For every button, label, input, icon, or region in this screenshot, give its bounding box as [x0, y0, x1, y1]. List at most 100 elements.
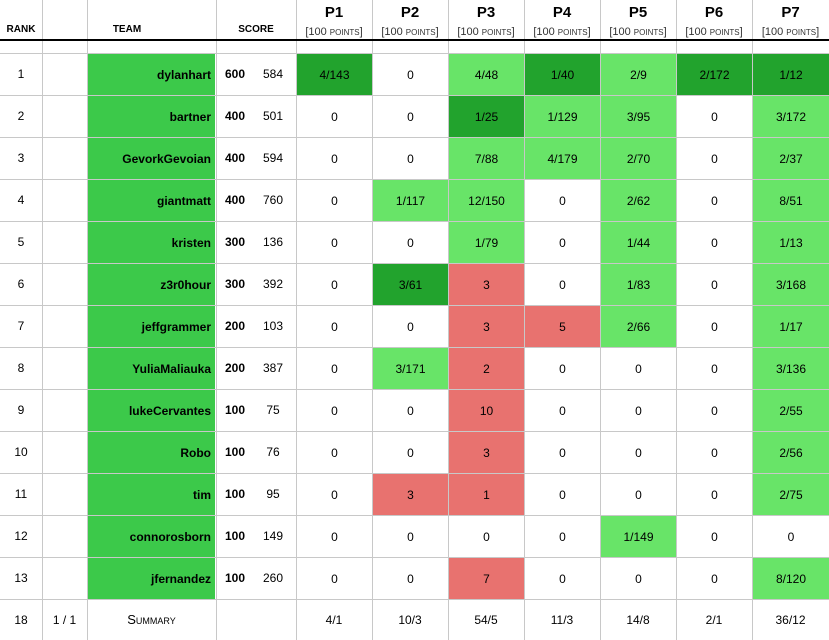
problem-cell: 0 [373, 390, 448, 431]
problem-cell: 0 [297, 348, 372, 389]
problem-cell: 0 [677, 432, 752, 473]
score-time: 103 [262, 319, 284, 333]
score-time: 501 [262, 109, 284, 123]
problem-points: [100 points] [533, 26, 591, 38]
rank: 3 [17, 151, 25, 165]
score-time: 95 [266, 487, 280, 501]
score-time: 594 [262, 151, 284, 165]
problem-cell: 2/9 [601, 54, 676, 95]
problem-cell: 1/25 [449, 96, 524, 137]
problem-cell: 0 [601, 348, 676, 389]
rank: 2 [17, 109, 25, 123]
problem-cell: 2/70 [601, 138, 676, 179]
problem-cell: 0 [373, 432, 448, 473]
problem-cell: 0 [297, 390, 372, 431]
grid-line [0, 515, 829, 516]
grid-line [0, 305, 829, 306]
problem-cell: 8/51 [753, 180, 829, 221]
problem-cell: 0 [373, 222, 448, 263]
problem-cell: 3/136 [753, 348, 829, 389]
problem-name: P4 [552, 3, 572, 21]
team-name: giantmatt [88, 180, 215, 221]
problem-cell: 1/83 [601, 264, 676, 305]
problem-cell: 1/40 [525, 54, 600, 95]
team-name: lukeCervantes [88, 390, 215, 431]
problem-cell: 0 [601, 558, 676, 599]
problem-cell: 1/12 [753, 54, 829, 95]
problem-cell: 0 [677, 348, 752, 389]
problem-cell: 2/37 [753, 138, 829, 179]
rank: 9 [17, 403, 25, 417]
problem-cell: 0 [677, 96, 752, 137]
score-points: 200 [224, 361, 246, 375]
score-header: SCORE [238, 23, 274, 35]
problem-name: P7 [781, 3, 800, 21]
problem-name: P6 [704, 3, 724, 21]
problem-points: [100 points] [381, 26, 439, 38]
summary-label: Summary [127, 612, 176, 627]
problem-cell: 0 [525, 390, 600, 431]
score-time: 392 [262, 277, 284, 291]
score-points: 100 [224, 529, 246, 543]
problem-name: P5 [628, 3, 648, 21]
team-name: tim [88, 474, 215, 515]
summary-cell: 54/5 [474, 612, 498, 627]
rank: 13 [14, 571, 28, 585]
score-time: 76 [266, 445, 280, 459]
problem-cell: 0 [525, 180, 600, 221]
team-name: Robo [88, 432, 215, 473]
rank: 1 [17, 67, 25, 81]
problem-cell: 2/75 [753, 474, 829, 515]
rank-header: RANK [6, 23, 36, 35]
grid-line [0, 473, 829, 474]
score-points: 400 [224, 151, 246, 165]
team-name: jfernandez [88, 558, 215, 599]
team-name: jeffgrammer [88, 306, 215, 347]
problem-cell: 0 [677, 180, 752, 221]
team-name: z3r0hour [88, 264, 215, 305]
problem-cell: 0 [373, 516, 448, 557]
problem-points: [100 points] [685, 26, 743, 38]
problem-points: [100 points] [609, 26, 667, 38]
summary-cell: 10/3 [398, 612, 422, 627]
problem-cell: 0 [601, 390, 676, 431]
problem-cell: 0 [525, 558, 600, 599]
problem-cell: 0 [677, 474, 752, 515]
summary-cell: 14/8 [626, 612, 650, 627]
problem-cell: 3/171 [373, 348, 448, 389]
problem-cell: 0 [525, 264, 600, 305]
grid-line [0, 599, 829, 600]
summary-fraction: 1 / 1 [52, 612, 77, 627]
problem-cell: 10 [449, 390, 524, 431]
grid-line [0, 221, 829, 222]
grid-line [752, 0, 753, 640]
team-name: dylanhart [88, 54, 215, 95]
score-time: 136 [262, 235, 284, 249]
team-name: GevorkGevoian [88, 138, 215, 179]
rank: 12 [14, 529, 28, 543]
rank: 10 [14, 445, 28, 459]
problem-cell: 0 [297, 432, 372, 473]
problem-cell: 1/13 [753, 222, 829, 263]
problem-cell: 0 [297, 96, 372, 137]
grid-line [676, 0, 677, 640]
grid-line [216, 0, 217, 640]
problem-cell: 0 [677, 264, 752, 305]
problem-cell: 0 [297, 222, 372, 263]
team-header: TEAM [112, 23, 142, 35]
score-time: 760 [262, 193, 284, 207]
summary-cell: 11/3 [550, 612, 574, 627]
problem-cell: 0 [297, 558, 372, 599]
problem-cell: 3/168 [753, 264, 829, 305]
score-points: 100 [224, 445, 246, 459]
problem-name: P3 [476, 3, 496, 21]
problem-cell: 1/44 [601, 222, 676, 263]
problem-cell: 0 [601, 474, 676, 515]
rank: 7 [17, 319, 25, 333]
summary-cell: 4/1 [325, 612, 343, 627]
problem-cell: 2/56 [753, 432, 829, 473]
problem-cell: 0 [297, 138, 372, 179]
problem-cell: 12/150 [449, 180, 524, 221]
problem-cell: 0 [297, 474, 372, 515]
grid-line [0, 53, 829, 54]
